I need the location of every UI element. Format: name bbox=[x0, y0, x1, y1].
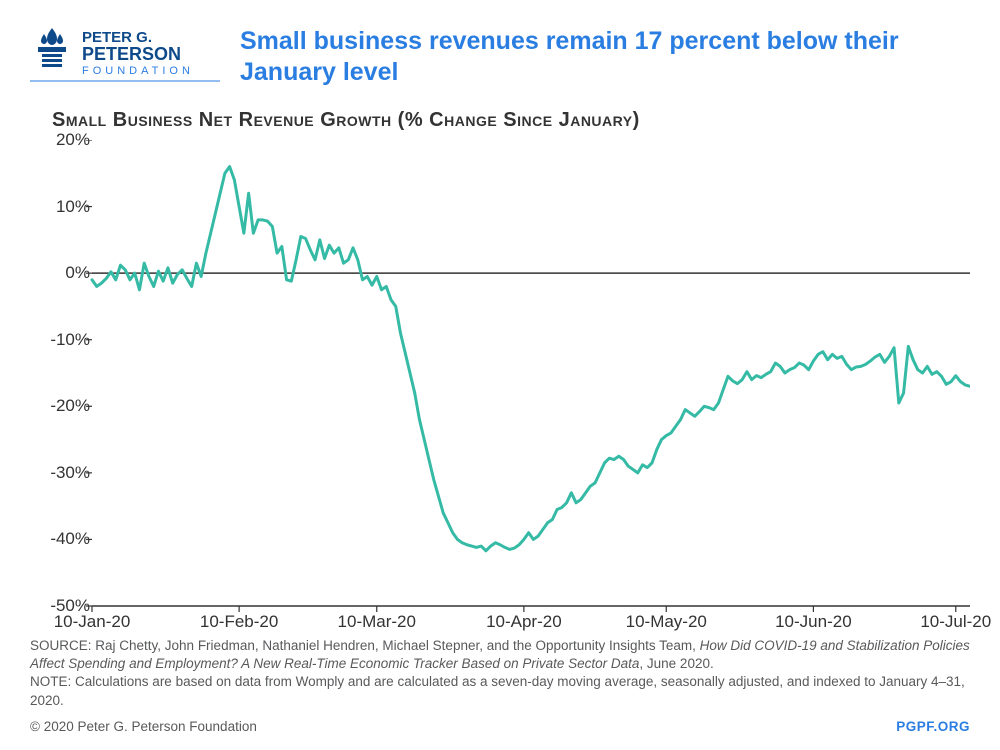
source-text-pre: Raj Chetty, John Friedman, Nathaniel Hen… bbox=[95, 638, 699, 653]
chart-subtitle: Small Business Net Revenue Growth (% Cha… bbox=[0, 91, 1000, 132]
copyright-text: © 2020 Peter G. Peterson Foundation bbox=[30, 718, 257, 736]
footer: SOURCE: Raj Chetty, John Friedman, Natha… bbox=[30, 637, 970, 736]
source-line: SOURCE: Raj Chetty, John Friedman, Natha… bbox=[30, 637, 970, 673]
xtick-label: 10-Mar-20 bbox=[338, 612, 416, 632]
torch-icon bbox=[30, 26, 74, 70]
brand-logo: PETER G. PETERSON FOUNDATION bbox=[30, 26, 220, 91]
page: PETER G. PETERSON FOUNDATION Small busin… bbox=[0, 0, 1000, 750]
ytick-label: 0% bbox=[30, 263, 90, 283]
line-chart bbox=[30, 140, 970, 640]
svg-text:FOUNDATION: FOUNDATION bbox=[82, 65, 194, 77]
ytick-label: 10% bbox=[30, 197, 90, 217]
org-url[interactable]: PGPF.ORG bbox=[896, 718, 970, 736]
ytick-label: -20% bbox=[30, 396, 90, 416]
note-line: NOTE: Calculations are based on data fro… bbox=[30, 673, 970, 709]
source-label: SOURCE: bbox=[30, 638, 95, 653]
svg-text:PETERSON: PETERSON bbox=[82, 44, 181, 64]
xtick-label: 10-Apr-20 bbox=[486, 612, 562, 632]
xtick-label: 10-Jun-20 bbox=[775, 612, 852, 632]
chart-area: -50%-40%-30%-20%-10%0%10%20% 10-Jan-2010… bbox=[30, 140, 970, 640]
note-text: Calculations are based on data from Womp… bbox=[30, 674, 965, 707]
chart-title: Small business revenues remain 17 percen… bbox=[220, 26, 970, 89]
xtick-label: 10-Feb-20 bbox=[200, 612, 278, 632]
ytick-label: 20% bbox=[30, 130, 90, 150]
ytick-label: -30% bbox=[30, 463, 90, 483]
xtick-label: 10-Jul-20 bbox=[920, 612, 991, 632]
note-label: NOTE: bbox=[30, 674, 75, 689]
source-text-post: , June 2020. bbox=[639, 656, 713, 671]
header: PETER G. PETERSON FOUNDATION Small busin… bbox=[0, 0, 1000, 91]
xtick-label: 10-Jan-20 bbox=[54, 612, 131, 632]
ytick-label: -10% bbox=[30, 330, 90, 350]
xtick-label: 10-May-20 bbox=[626, 612, 707, 632]
ytick-label: -40% bbox=[30, 529, 90, 549]
